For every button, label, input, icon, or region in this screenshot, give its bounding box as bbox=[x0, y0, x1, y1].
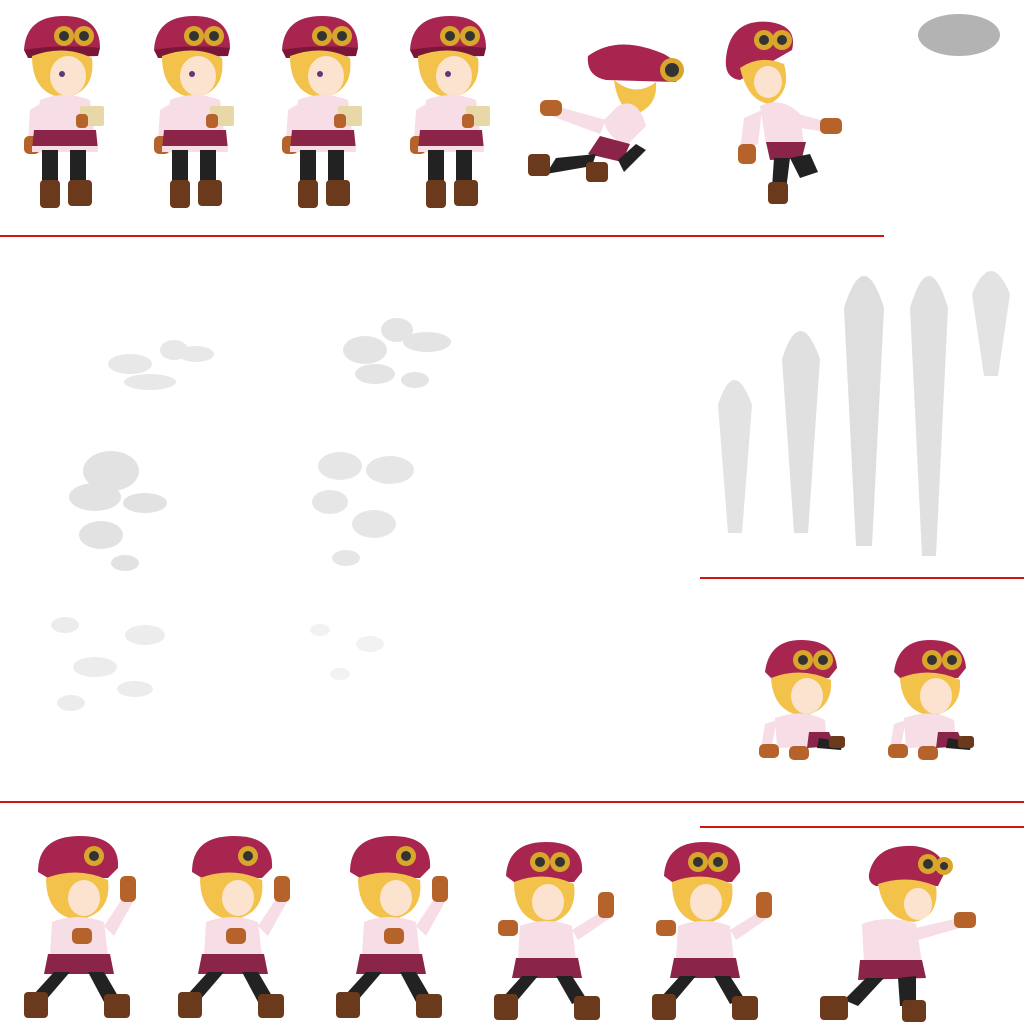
sprite-palm-strike-frame-2 bbox=[178, 836, 290, 1018]
row-divider-2 bbox=[700, 577, 1024, 579]
smoke-effect-frame-2 bbox=[343, 318, 451, 388]
speed-streak-effect-frame-3 bbox=[844, 276, 884, 546]
sprite-idle-reading-frame-3 bbox=[282, 16, 362, 208]
sprite-palm-strike-frame-1 bbox=[24, 836, 136, 1018]
sprite-idle-reading-frame-4 bbox=[410, 16, 490, 208]
speed-streak-effect-frame-4 bbox=[910, 276, 948, 556]
smoke-effect-frame-1 bbox=[108, 340, 214, 390]
sprite-jump-frame-1 bbox=[528, 44, 684, 182]
smoke-effect-frame-4 bbox=[312, 452, 414, 566]
sprite-palm-strike-frame-6 bbox=[820, 845, 976, 1022]
speed-streak-effect-frame-5 bbox=[972, 271, 1010, 376]
sprite-palm-strike-frame-5 bbox=[652, 842, 772, 1020]
smoke-effect-frame-6 bbox=[310, 624, 384, 680]
sprite-idle-reading-frame-2 bbox=[154, 16, 234, 208]
row-divider-4 bbox=[700, 826, 1024, 828]
sprite-idle-reading-frame-1 bbox=[24, 16, 104, 208]
shadow-oval bbox=[918, 14, 1000, 56]
sprite-jump-frame-2 bbox=[725, 21, 842, 204]
sprite-knockdown-frame-1 bbox=[759, 640, 845, 760]
speed-streak-effect-frame-2 bbox=[782, 331, 820, 533]
row-divider-3 bbox=[0, 801, 1024, 803]
smoke-effect-frame-3 bbox=[69, 451, 167, 571]
row-divider-1 bbox=[0, 235, 884, 237]
sprite-knockdown-frame-2 bbox=[888, 640, 974, 760]
sprite-palm-strike-frame-4 bbox=[494, 842, 614, 1020]
smoke-effect-frame-5 bbox=[51, 617, 165, 711]
speed-streak-effect-frame-1 bbox=[718, 380, 752, 533]
sprite-palm-strike-frame-3 bbox=[336, 836, 448, 1018]
